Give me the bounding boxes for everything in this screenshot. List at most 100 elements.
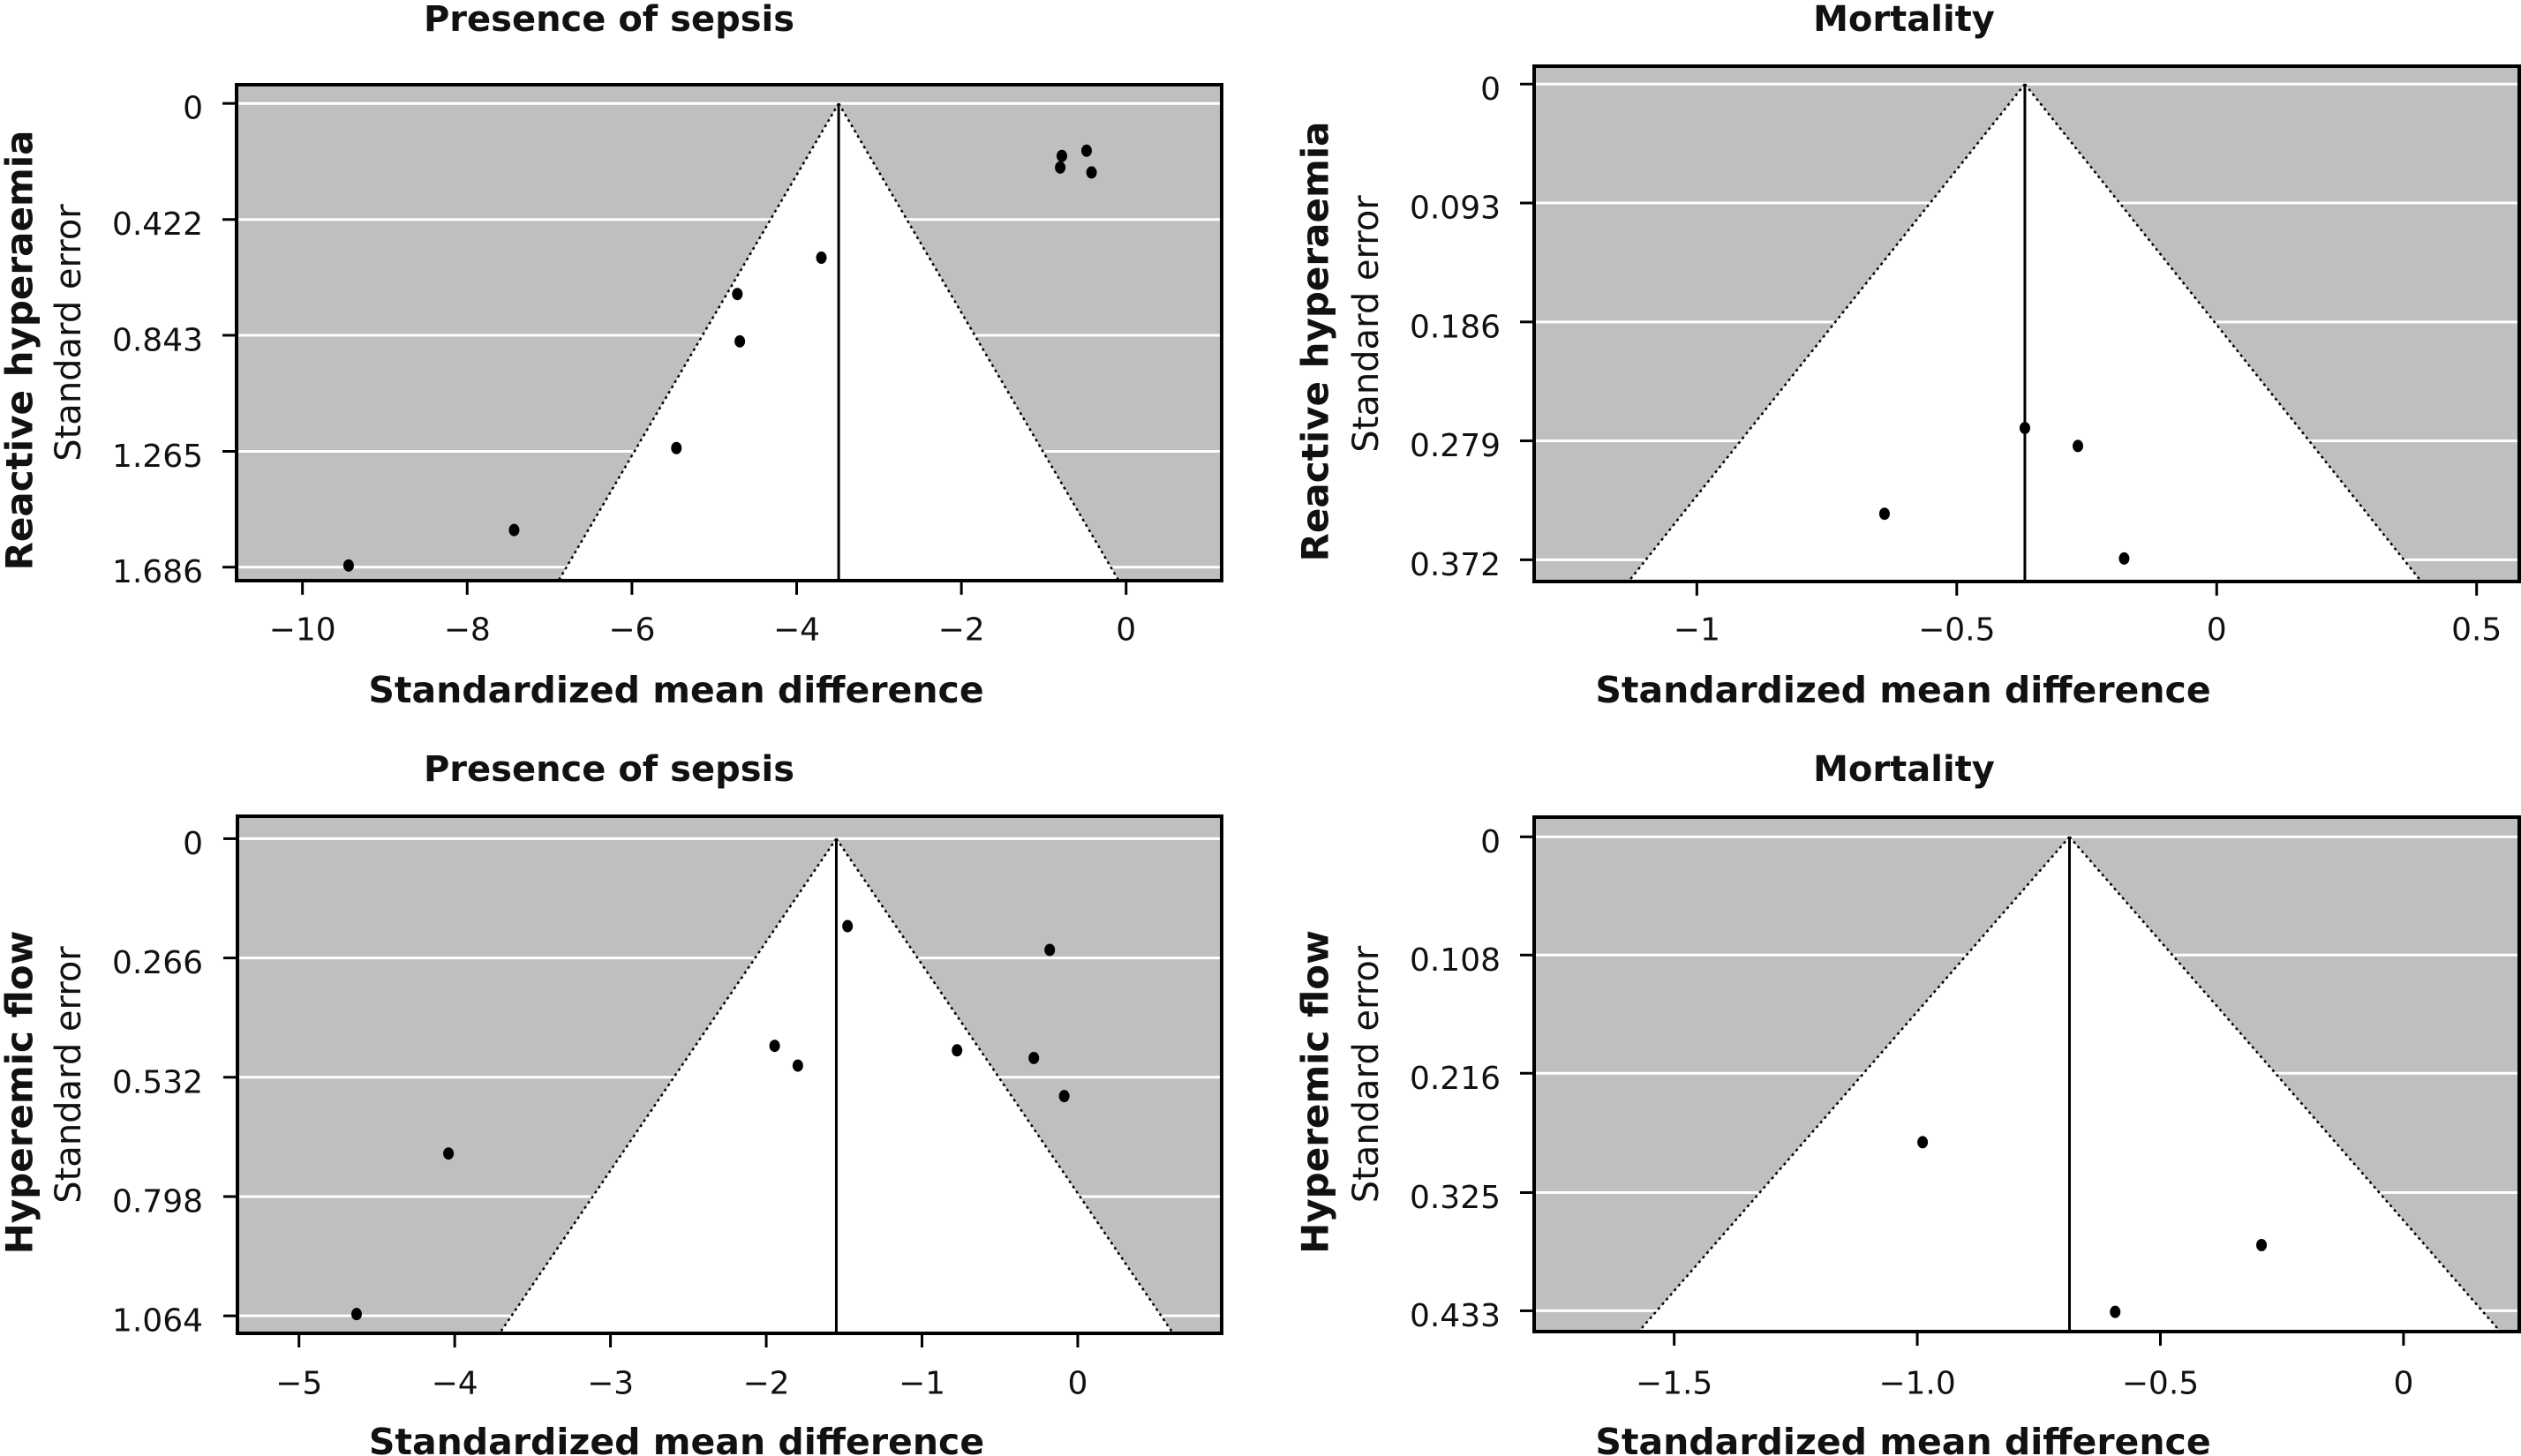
- x-tick-label: −4: [773, 612, 820, 649]
- x-tick-label: 0: [1068, 1366, 1088, 1402]
- x-tick-label: −4: [432, 1366, 478, 1402]
- x-tick-label: −5: [275, 1366, 322, 1402]
- x-axis-label: Standardized mean difference: [1595, 1421, 2210, 1456]
- funnel-left-limit: [498, 837, 838, 1333]
- y-tick-label: 0: [183, 91, 203, 127]
- panel-title: Mortality: [1813, 749, 1995, 790]
- y-tick-label: 1.064: [112, 1303, 203, 1340]
- y-axis-group-label: Reactive hyperaemia: [0, 131, 41, 571]
- x-axis-label: Standardized mean difference: [1595, 669, 2210, 711]
- x-tick-label: −1: [1674, 612, 1720, 649]
- panel-top-right: −1 −0.5 0 0.5 0 0.093 0.186 0.279 0.372 Mortalit…: [1294, 0, 2521, 711]
- study-point: [1086, 166, 1097, 179]
- y-tick-label: 0: [183, 826, 203, 862]
- panel-title: Mortality: [1813, 0, 1995, 40]
- y-tick-label: 1.686: [112, 554, 203, 590]
- study-point: [816, 251, 827, 265]
- y-tick-label: 0.798: [112, 1183, 203, 1220]
- x-tick-label: −0.5: [2122, 1366, 2199, 1402]
- y-axis-label: Standard error: [1346, 945, 1387, 1203]
- study-point: [952, 1044, 963, 1057]
- x-tick-label: −0.5: [1918, 612, 1995, 649]
- plot-area: [237, 85, 1222, 581]
- y-tick-label: 0: [1480, 824, 1501, 860]
- funnel-right-limit: [2023, 83, 2422, 582]
- y-axis-group-label: Reactive hyperaemia: [1294, 122, 1337, 562]
- y-tick-label: 0.266: [112, 945, 203, 981]
- funnel-right-limit: [2068, 836, 2502, 1332]
- study-point: [734, 334, 746, 348]
- y-tick-label: 0.325: [1410, 1180, 1501, 1216]
- funnel-left-limit: [1627, 83, 2026, 582]
- y-axis-group-label: Hyperemic flow: [0, 931, 41, 1255]
- study-point: [2110, 1305, 2121, 1318]
- x-tick-label: 0.5: [2451, 612, 2502, 649]
- funnel-right-limit: [835, 837, 1174, 1333]
- y-tick-label: 0.532: [112, 1064, 203, 1100]
- y-axis-group-label: Hyperemic flow: [1294, 930, 1337, 1254]
- y-axis-label: Standard error: [49, 946, 89, 1204]
- funnel-left-limit: [1637, 836, 2071, 1332]
- study-point: [1080, 144, 1092, 157]
- panel-title: Presence of sepsis: [424, 0, 794, 40]
- x-tick-label: −1.0: [1878, 1366, 1955, 1402]
- study-point: [769, 1039, 780, 1053]
- plot-frame: [236, 814, 1223, 1335]
- study-point: [792, 1059, 803, 1072]
- x-tick-label: 0: [1116, 612, 1136, 649]
- panel-top-left: −10 −8 −6 −4 −2 0 0 0.422 0.843 1.265 1.686 Presen…: [0, 0, 1223, 711]
- study-point: [443, 1147, 455, 1160]
- study-point: [732, 288, 743, 301]
- plot-frame: [235, 83, 1223, 582]
- x-tick-label: −6: [608, 612, 655, 649]
- panel-bottom-left: −5 −4 −3 −2 −1 0 0 0.266 0.532 0.798 1.064 Presenc…: [0, 749, 1223, 1456]
- x-tick-label: −10: [269, 612, 336, 649]
- plot-area: [237, 816, 1222, 1333]
- y-axis-label: Standard error: [49, 204, 89, 462]
- study-point: [1028, 1051, 1040, 1064]
- study-point: [2118, 552, 2130, 565]
- x-tick-label: 0: [2207, 612, 2227, 649]
- y-tick-label: 0.843: [112, 322, 203, 358]
- x-tick-label: −2: [743, 1366, 790, 1402]
- study-point: [2073, 439, 2084, 453]
- y-tick-label: 1.265: [112, 439, 203, 475]
- panel-title: Presence of sepsis: [424, 749, 794, 790]
- study-point: [842, 919, 854, 933]
- study-point: [671, 441, 682, 454]
- study-point: [2256, 1239, 2268, 1252]
- panel-bottom-right: −1.5 −1.0 −0.5 0 0 0.108 0.216 0.325 0.433 Morta…: [1294, 749, 2521, 1456]
- y-tick-label: 0.108: [1410, 942, 1501, 979]
- x-tick-label: 0: [2393, 1366, 2413, 1402]
- x-tick-label: −2: [938, 612, 985, 649]
- plot-area: [1534, 66, 2519, 582]
- y-tick-label: 0.279: [1410, 428, 1501, 464]
- study-point: [1044, 943, 1056, 957]
- x-axis-label: Standardized mean difference: [369, 1421, 984, 1456]
- study-point: [1056, 149, 1067, 162]
- y-tick-label: 0.093: [1410, 191, 1501, 227]
- study-point: [508, 523, 520, 537]
- study-point: [350, 1308, 362, 1321]
- y-tick-label: 0.422: [112, 206, 203, 243]
- y-tick-label: 0: [1480, 71, 1501, 108]
- x-tick-label: −1.5: [1636, 1366, 1712, 1402]
- y-tick-label: 0.186: [1410, 309, 1501, 345]
- x-tick-label: −3: [587, 1366, 634, 1402]
- plot-frame: [1532, 64, 2521, 583]
- study-point: [1917, 1136, 1929, 1149]
- study-point: [2019, 422, 2030, 435]
- study-point: [1058, 1090, 1070, 1103]
- study-point: [1055, 161, 1066, 174]
- study-point: [1878, 507, 1890, 521]
- plot-area: [1534, 817, 2519, 1332]
- x-tick-label: −1: [899, 1366, 945, 1402]
- y-axis-label: Standard error: [1346, 195, 1387, 453]
- y-tick-label: 0.433: [1410, 1298, 1501, 1334]
- study-point: [342, 559, 354, 572]
- y-tick-label: 0.216: [1410, 1061, 1501, 1097]
- x-axis-label: Standardized mean difference: [368, 669, 983, 711]
- x-tick-label: −8: [444, 612, 491, 649]
- y-tick-label: 0.372: [1410, 547, 1501, 583]
